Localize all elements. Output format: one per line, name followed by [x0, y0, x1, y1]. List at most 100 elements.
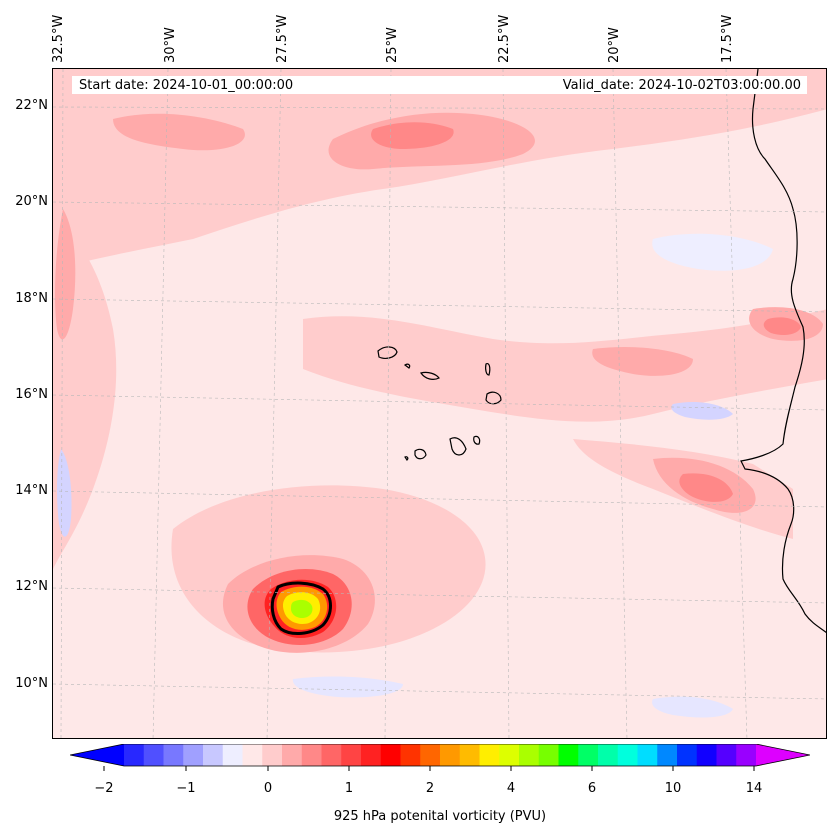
- pv-streak-west: [55, 209, 76, 340]
- lon-label: 22.5°W: [497, 14, 512, 63]
- gridline-lon: [60, 69, 64, 738]
- pv-streak-mid: [592, 347, 693, 376]
- colorbar-segment: [282, 744, 303, 766]
- colorbar-segment: [420, 744, 441, 766]
- colorbar-segment: [637, 744, 658, 766]
- colorbar-segment: [440, 744, 461, 766]
- gridline-lon: [384, 69, 392, 738]
- colorbar-segment: [736, 744, 757, 766]
- lat-label: 16°N: [15, 387, 48, 402]
- colorbar-segment: [677, 744, 698, 766]
- gridline-lat: [53, 298, 826, 313]
- colorbar-tick-label: 10: [664, 781, 682, 796]
- gridline-lon: [502, 69, 510, 738]
- island-santo-antao: [377, 346, 398, 359]
- pv-band-central: [303, 309, 826, 422]
- colorbar-segment: [538, 744, 559, 766]
- colorbar-segment: [203, 744, 224, 766]
- gridline-lon: [152, 69, 169, 738]
- vortex-core: [291, 599, 313, 618]
- pv-negative-south: [292, 676, 403, 698]
- map-frame: [52, 68, 827, 739]
- island-brava: [404, 456, 409, 461]
- lon-label: 20°W: [607, 27, 622, 63]
- colorbar-segment: [183, 744, 204, 766]
- gridline-lat: [53, 587, 826, 604]
- info-strip: [72, 76, 807, 94]
- valid-date-label: Valid_date: 2024-10-02T03:00:00.00: [562, 78, 801, 93]
- lat-label: 14°N: [15, 483, 48, 498]
- colorbar-segment: [598, 744, 619, 766]
- lon-label: 25°W: [385, 27, 400, 63]
- colorbar-outline: [70, 744, 810, 767]
- colorbar-segment: [242, 744, 263, 766]
- gridline-lat: [53, 394, 826, 411]
- colorbar-segment: [380, 744, 401, 766]
- gridline-lat: [53, 106, 826, 110]
- colorbar-segment: [163, 744, 184, 766]
- colorbar-tick-label: −2: [94, 781, 114, 796]
- pv-map: [53, 69, 826, 738]
- island-fogo: [414, 448, 427, 460]
- lat-label: 20°N: [15, 194, 48, 209]
- colorbar-tick-label: 4: [506, 781, 516, 796]
- island-boa-vista: [485, 391, 502, 405]
- gridline-lat: [53, 490, 826, 508]
- colorbar-segment: [519, 744, 540, 766]
- coastline-africa: [740, 69, 826, 634]
- island-sal: [485, 362, 491, 376]
- colorbar-segment: [341, 744, 362, 766]
- colorbar-segment: [222, 744, 243, 766]
- pv-max-coast: [763, 317, 801, 335]
- colorbar-segment: [558, 744, 579, 766]
- island-sao-nicolau: [420, 371, 440, 380]
- lon-label: 30°W: [163, 27, 178, 63]
- colorbar-tick-label: 6: [587, 781, 597, 796]
- colorbar-segment: [361, 744, 382, 766]
- colorbar: [70, 744, 810, 771]
- pv-negative-south2: [652, 696, 733, 718]
- lat-label: 10°N: [15, 676, 48, 691]
- pv-negative-east: [671, 402, 733, 420]
- lon-label: 17.5°W: [720, 14, 735, 63]
- colorbar-arrow-low: [70, 744, 124, 766]
- colorbar-segment: [400, 744, 421, 766]
- pv-streak-northwest: [113, 113, 245, 151]
- vortex-contour: [270, 581, 332, 635]
- colorbar-segment: [578, 744, 599, 766]
- lon-label: 32.5°W: [51, 14, 66, 63]
- gridline-lat: [53, 201, 826, 213]
- colorbar-title: 925 hPa potenital vorticity (PVU): [333, 809, 547, 824]
- pv-band-north: [53, 69, 826, 269]
- lat-label: 22°N: [15, 98, 48, 113]
- colorbar-segment: [617, 744, 638, 766]
- gridline-lon: [612, 69, 628, 738]
- colorbar-tick-label: 14: [745, 781, 763, 796]
- gridline-lon: [266, 69, 282, 738]
- colorbar-segment: [143, 744, 164, 766]
- pv-negative-west: [56, 449, 72, 537]
- pv-max-east: [679, 473, 733, 502]
- graticule: [53, 69, 826, 738]
- colorbar-segment: [262, 744, 283, 766]
- pv-negative-northeast: [652, 233, 773, 271]
- colorbar-tick-label: −1: [176, 781, 196, 796]
- colorbar-segment: [657, 744, 678, 766]
- lat-label: 18°N: [15, 291, 48, 306]
- gridline-lat: [53, 683, 826, 700]
- islands: [377, 346, 502, 461]
- gridline-lon: [725, 69, 748, 738]
- colorbar-segment: [696, 744, 717, 766]
- colorbar-segment: [124, 744, 145, 766]
- start-date-label: Start date: 2024-10-01_00:00:00: [79, 78, 294, 93]
- lat-label: 12°N: [15, 579, 48, 594]
- colorbar-segment: [499, 744, 520, 766]
- colorbar-tick-label: 2: [425, 781, 435, 796]
- colorbar-arrow-high: [756, 744, 810, 766]
- colorbar-segment: [301, 744, 322, 766]
- colorbar-tick-label: 1: [344, 781, 354, 796]
- colorbar-segment: [321, 744, 342, 766]
- lon-label: 27.5°W: [275, 14, 290, 63]
- island-santiago: [449, 437, 467, 456]
- colorbar-segment: [479, 744, 500, 766]
